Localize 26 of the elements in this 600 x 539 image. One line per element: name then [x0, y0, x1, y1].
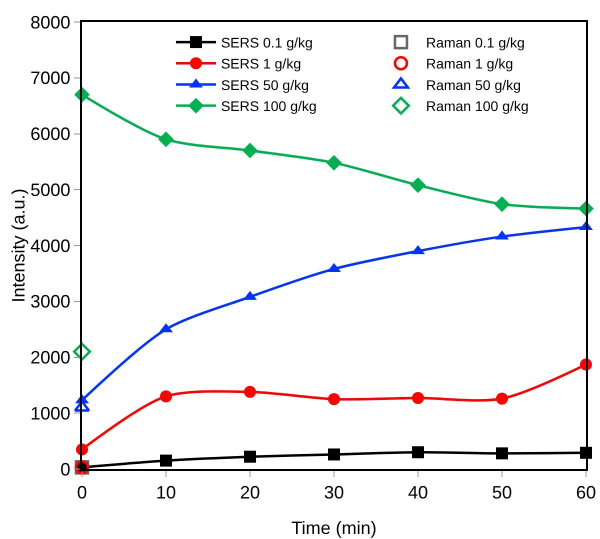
x-tick-label: 60	[576, 482, 596, 503]
y-tick-label: 5000	[30, 180, 70, 200]
y-tick-label: 0	[60, 459, 70, 480]
legend-label: Raman 100 g/kg	[426, 98, 529, 114]
legend-label: SERS 0.1 g/kg	[220, 34, 313, 51]
y-tick-label: 1000	[30, 403, 70, 424]
legend-label: Raman 1 g/kg	[426, 56, 514, 72]
y-tick-label: 2000	[30, 348, 70, 368]
y-tick-label: 8000	[30, 12, 70, 32]
y-tick-label: 7000	[30, 68, 70, 88]
legend-label: SERS 1 g/kg	[220, 56, 302, 72]
y-tick-label: 3000	[30, 292, 70, 312]
legend-label: Raman 0.1 g/kg	[426, 34, 525, 51]
y-axis-title: Intensity (a.u.)	[8, 188, 28, 303]
x-tick-label: 30	[324, 482, 344, 503]
y-tick-label: 6000	[30, 124, 70, 144]
x-tick-label: 10	[156, 482, 176, 503]
x-tick-label: 50	[492, 482, 512, 503]
legend-label: SERS 50 g/kg	[220, 76, 309, 93]
x-axis-title: Time (min)	[291, 518, 377, 538]
y-tick-label: 4000	[30, 236, 70, 256]
legend-label: Raman 50 g/kg	[426, 76, 521, 93]
x-tick-label: 40	[408, 482, 428, 503]
x-tick-label: 20	[240, 482, 260, 503]
x-tick-label: 0	[76, 482, 88, 503]
legend-label: SERS 100 g/kg	[220, 98, 317, 114]
